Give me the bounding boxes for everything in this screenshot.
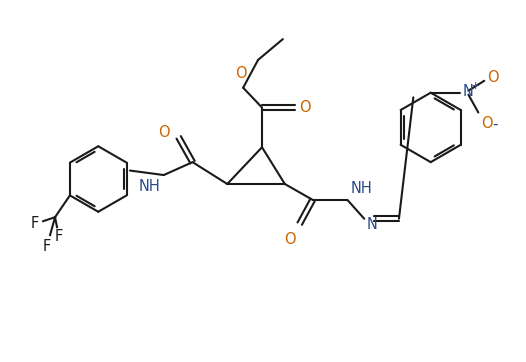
Text: O: O — [235, 66, 247, 81]
Text: +: + — [470, 81, 480, 91]
Text: -: - — [492, 117, 498, 131]
Text: O: O — [299, 100, 310, 115]
Text: NH: NH — [350, 181, 372, 196]
Text: NH: NH — [139, 179, 161, 194]
Text: O: O — [487, 70, 499, 85]
Text: O: O — [158, 125, 170, 140]
Text: F: F — [43, 239, 51, 254]
Text: F: F — [55, 229, 63, 244]
Text: O: O — [481, 115, 493, 131]
Text: O: O — [284, 232, 296, 247]
Text: F: F — [31, 216, 39, 231]
Text: N: N — [462, 84, 473, 99]
Text: N: N — [366, 217, 377, 232]
